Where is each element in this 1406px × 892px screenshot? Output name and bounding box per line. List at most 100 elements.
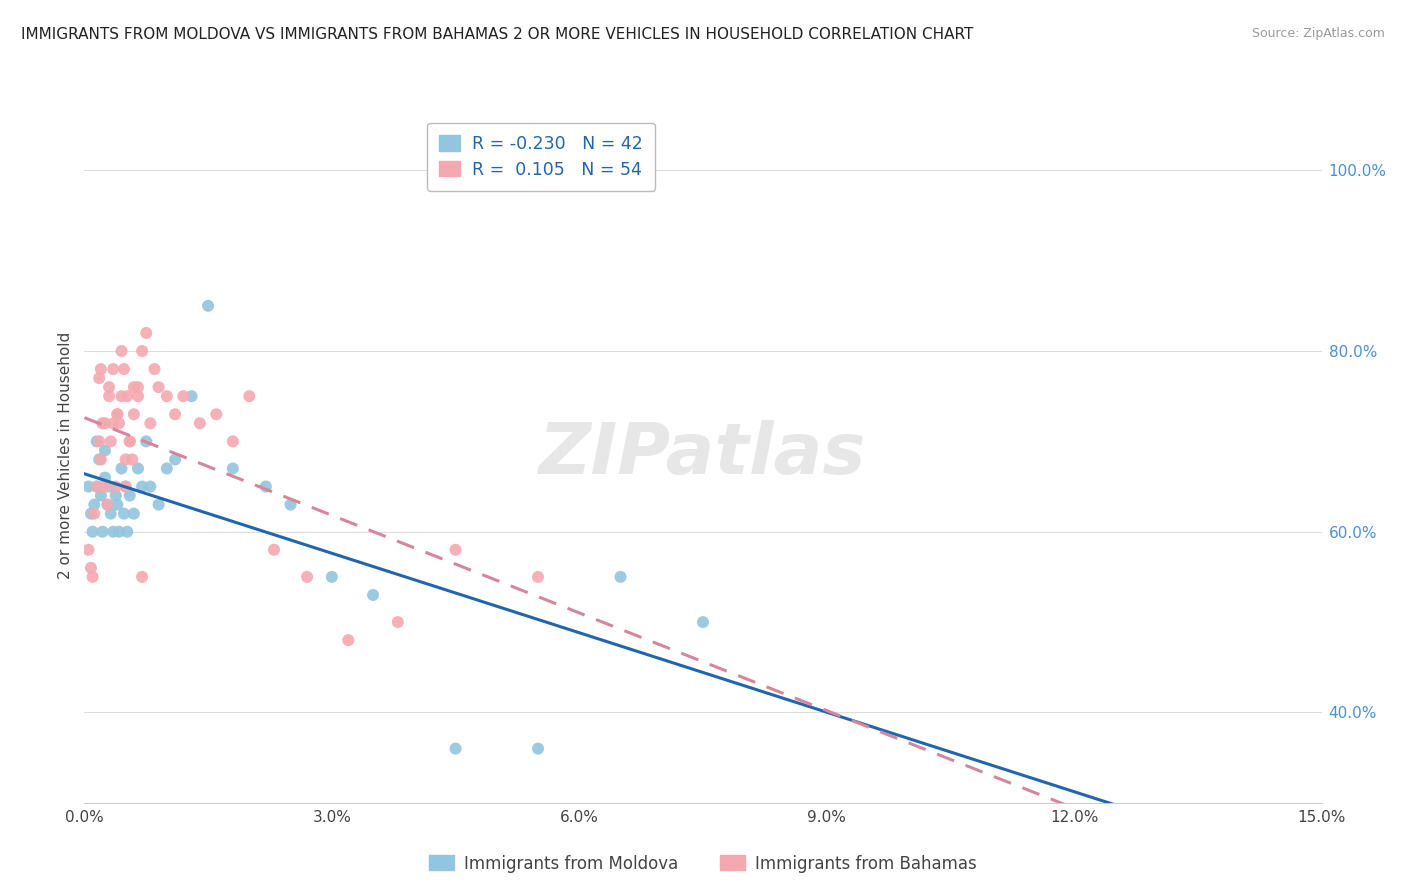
Point xyxy=(89,434,111,449)
Point xyxy=(337,633,360,648)
Point xyxy=(139,417,162,431)
Point xyxy=(77,479,100,493)
Point xyxy=(165,407,187,421)
Point xyxy=(172,389,194,403)
Point xyxy=(118,434,141,449)
Point xyxy=(188,417,211,431)
Point xyxy=(295,570,318,584)
Point xyxy=(90,362,112,376)
Point xyxy=(280,498,302,512)
Point xyxy=(108,417,131,431)
Point xyxy=(105,498,128,512)
Point xyxy=(156,389,179,403)
Point xyxy=(135,434,157,449)
Point xyxy=(122,407,145,421)
Point xyxy=(90,489,112,503)
Point xyxy=(105,407,128,421)
Point xyxy=(609,570,631,584)
Point xyxy=(156,461,179,475)
Point xyxy=(103,362,125,376)
Point xyxy=(121,452,143,467)
Point xyxy=(205,407,228,421)
Point xyxy=(105,407,128,421)
Point xyxy=(127,380,149,394)
Point xyxy=(90,452,112,467)
Point xyxy=(104,479,127,493)
Point xyxy=(131,479,153,493)
Point xyxy=(143,362,166,376)
Point xyxy=(117,389,139,403)
Point xyxy=(82,570,104,584)
Point xyxy=(80,507,103,521)
Point xyxy=(118,434,141,449)
Point xyxy=(91,417,114,431)
Point xyxy=(110,344,132,359)
Point xyxy=(692,615,714,629)
Text: ZIPatlas: ZIPatlas xyxy=(540,420,866,490)
Point xyxy=(254,479,277,493)
Point xyxy=(361,588,384,602)
Point xyxy=(110,389,132,403)
Text: Source: ZipAtlas.com: Source: ZipAtlas.com xyxy=(1251,27,1385,40)
Point xyxy=(86,434,108,449)
Point xyxy=(98,479,121,493)
Point xyxy=(114,479,136,493)
Point xyxy=(94,417,117,431)
Y-axis label: 2 or more Vehicles in Household: 2 or more Vehicles in Household xyxy=(58,331,73,579)
Point xyxy=(180,389,202,403)
Point xyxy=(96,498,118,512)
Point xyxy=(444,741,467,756)
Point xyxy=(77,542,100,557)
Point xyxy=(80,561,103,575)
Point xyxy=(98,389,121,403)
Point xyxy=(165,452,187,467)
Point xyxy=(122,380,145,394)
Point xyxy=(83,507,105,521)
Point xyxy=(222,461,245,475)
Point xyxy=(96,498,118,512)
Point xyxy=(127,461,149,475)
Point xyxy=(112,507,135,521)
Point xyxy=(94,470,117,484)
Legend: Immigrants from Moldova, Immigrants from Bahamas: Immigrants from Moldova, Immigrants from… xyxy=(422,848,984,880)
Point xyxy=(114,452,136,467)
Point xyxy=(89,371,111,385)
Point xyxy=(131,344,153,359)
Legend: R = -0.230   N = 42, R =  0.105   N = 54: R = -0.230 N = 42, R = 0.105 N = 54 xyxy=(427,123,655,191)
Point xyxy=(108,524,131,539)
Point xyxy=(91,524,114,539)
Point xyxy=(444,542,467,557)
Point xyxy=(127,389,149,403)
Point xyxy=(118,489,141,503)
Point xyxy=(100,507,122,521)
Point xyxy=(197,299,219,313)
Point xyxy=(86,479,108,493)
Point xyxy=(94,479,117,493)
Point xyxy=(131,570,153,584)
Point xyxy=(98,380,121,394)
Point xyxy=(82,524,104,539)
Text: IMMIGRANTS FROM MOLDOVA VS IMMIGRANTS FROM BAHAMAS 2 OR MORE VEHICLES IN HOUSEHO: IMMIGRANTS FROM MOLDOVA VS IMMIGRANTS FR… xyxy=(21,27,973,42)
Point xyxy=(527,741,550,756)
Point xyxy=(83,498,105,512)
Point xyxy=(527,570,550,584)
Point xyxy=(148,380,170,394)
Point xyxy=(86,479,108,493)
Point xyxy=(114,479,136,493)
Point xyxy=(117,524,139,539)
Point xyxy=(238,389,260,403)
Point xyxy=(222,434,245,449)
Point xyxy=(135,326,157,340)
Point xyxy=(139,479,162,493)
Point xyxy=(112,362,135,376)
Point xyxy=(104,489,127,503)
Point xyxy=(148,498,170,512)
Point xyxy=(263,542,285,557)
Point xyxy=(103,524,125,539)
Point xyxy=(89,452,111,467)
Point xyxy=(100,434,122,449)
Point xyxy=(110,461,132,475)
Point xyxy=(103,417,125,431)
Point xyxy=(122,507,145,521)
Point xyxy=(94,443,117,458)
